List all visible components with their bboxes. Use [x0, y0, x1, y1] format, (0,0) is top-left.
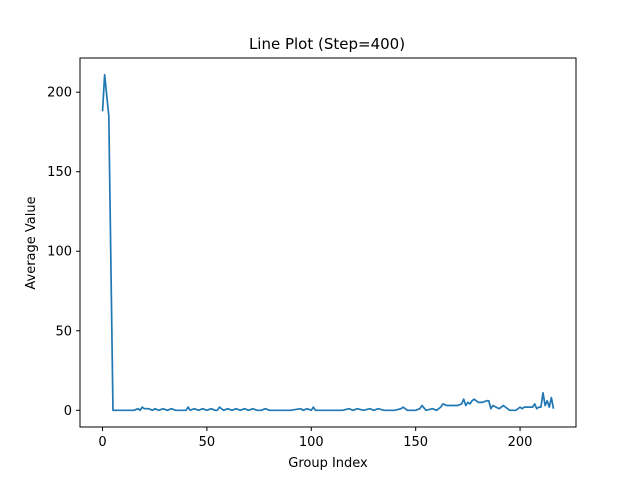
x-tick-label: 50: [199, 435, 216, 450]
y-tick-label: 0: [64, 404, 72, 419]
x-tick-label: 200: [508, 435, 533, 450]
y-tick-label: 150: [47, 165, 72, 180]
y-tick-label: 200: [47, 86, 72, 101]
x-axis: 0 50 100 150 200: [98, 427, 532, 450]
x-axis-label: Group Index: [288, 456, 368, 471]
plot-area: [101, 73, 555, 412]
x-tick-label: 100: [299, 435, 324, 450]
x-tick-label: 0: [98, 435, 106, 450]
chart-title: Line Plot (Step=400): [249, 35, 405, 53]
series-line-0: [101, 73, 555, 412]
y-axis: 0 50 100 150 200: [47, 86, 80, 419]
y-axis-label: Average Value: [24, 196, 39, 289]
x-tick-label: 150: [403, 435, 428, 450]
plot-frame: [79, 57, 577, 428]
y-tick-label: 50: [55, 324, 72, 339]
y-tick-label: 100: [47, 245, 72, 260]
